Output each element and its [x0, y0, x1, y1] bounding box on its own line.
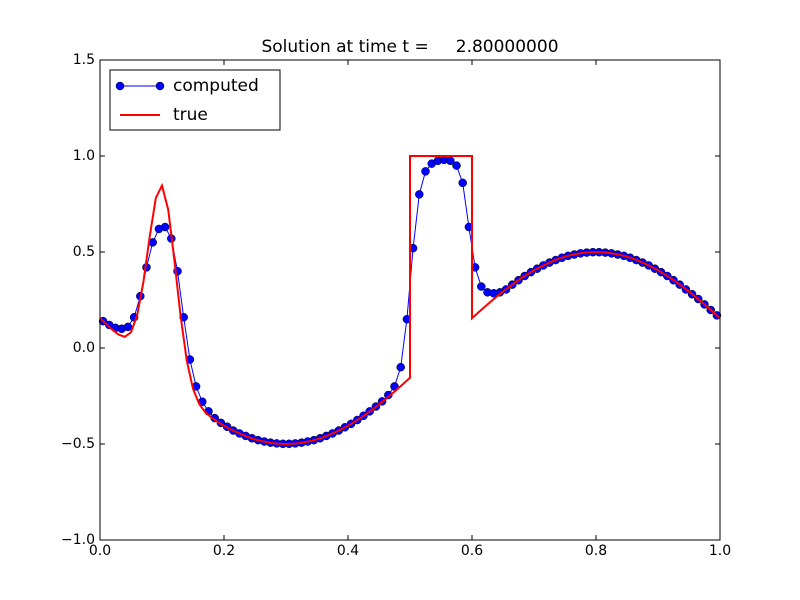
- data-point: [384, 390, 393, 400]
- x-tick-label: 0.2: [213, 543, 235, 559]
- x-tick-label: 0.8: [585, 543, 607, 559]
- y-tick-label: −1.0: [61, 532, 95, 548]
- legend-box: [109, 69, 281, 131]
- y-tick-label: 1.5: [73, 52, 95, 68]
- x-tick-label: 0.4: [337, 543, 359, 559]
- y-tick-label: −0.5: [61, 436, 95, 452]
- y-tick-label: 0.5: [73, 244, 95, 260]
- data-point: [477, 282, 486, 291]
- x-tick-label: 0.6: [461, 543, 483, 559]
- legend-label: true: [173, 105, 208, 125]
- data-point: [415, 190, 424, 199]
- data-point: [396, 362, 405, 372]
- data-point: [123, 322, 133, 332]
- y-tick-label: 1.0: [73, 148, 95, 164]
- data-point: [421, 167, 430, 176]
- axes-frame: [99, 59, 721, 541]
- legend-label: computed: [173, 76, 259, 96]
- legend-marker: [115, 81, 125, 91]
- data-point: [458, 178, 467, 188]
- y-tick-label: 0.0: [73, 340, 95, 356]
- x-tick-label: 1.0: [709, 543, 731, 559]
- data-point: [452, 161, 461, 170]
- data-point: [160, 222, 170, 232]
- x-tick-label: 0.0: [89, 543, 111, 559]
- chart-title: Solution at time t = 2.80000000: [261, 37, 558, 57]
- legend-marker: [155, 81, 165, 91]
- series-line: [100, 155, 720, 446]
